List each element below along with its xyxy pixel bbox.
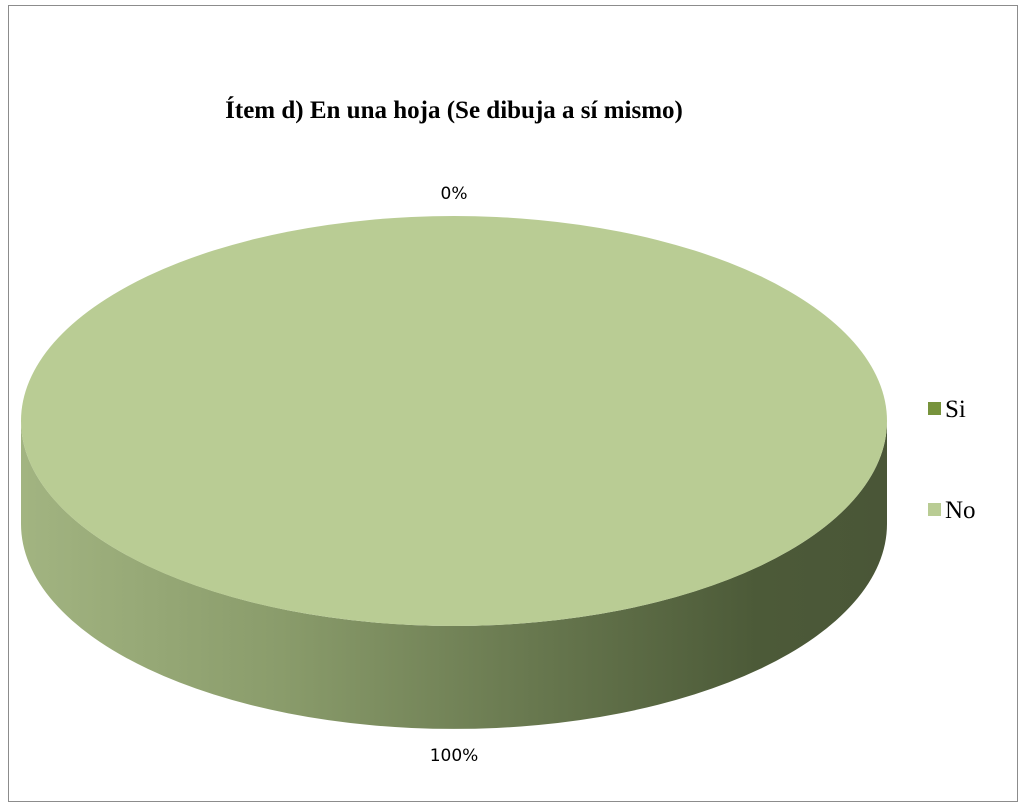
chart-title: Ítem d) En una hoja (Se dibuja a sí mism… [225, 96, 683, 124]
pie-group [21, 216, 887, 729]
pie-slice-side-no [21, 421, 887, 729]
data-label-no: 100% [430, 746, 479, 766]
legend: Si No [928, 396, 976, 524]
legend-item-no: No [928, 497, 976, 524]
legend-label-no: No [945, 497, 976, 524]
legend-swatch-si [928, 402, 941, 415]
chart-frame: Ítem d) En una hoja (Se dibuja a sí mism… [8, 5, 1018, 802]
legend-label-si: Si [945, 396, 966, 423]
pie-slice-no [21, 216, 887, 626]
legend-swatch-no [928, 503, 941, 516]
legend-item-si: Si [928, 396, 966, 423]
pie-chart: Ítem d) En una hoja (Se dibuja a sí mism… [21, 96, 976, 766]
data-label-si: 0% [441, 184, 468, 204]
